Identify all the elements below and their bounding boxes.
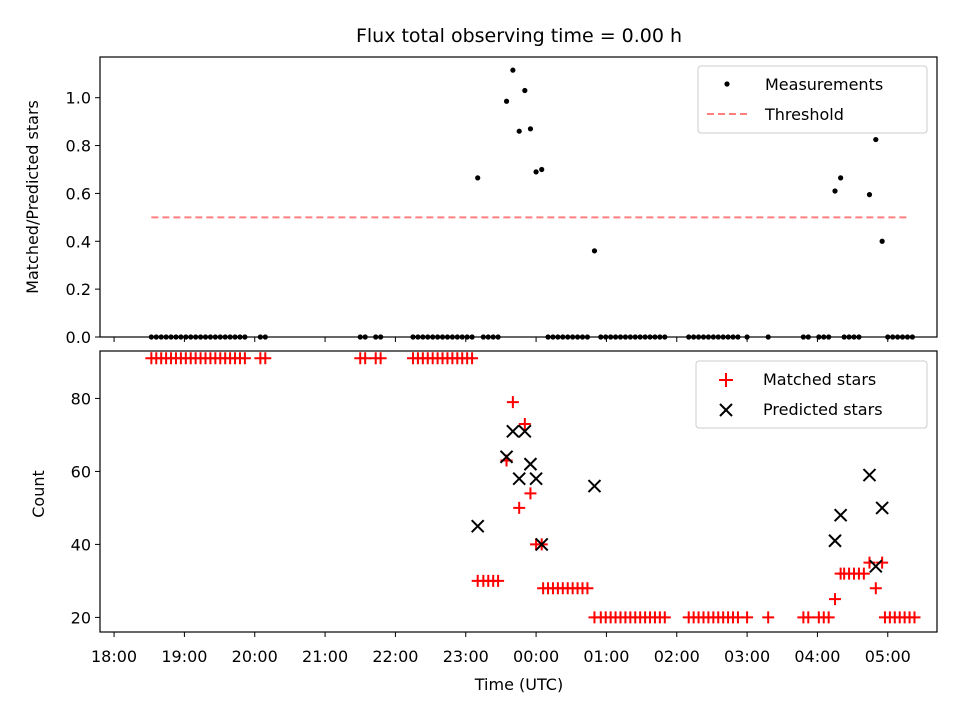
measurement-point: [475, 175, 481, 181]
measurement-point: [838, 175, 844, 181]
matched-star-point: [518, 417, 531, 430]
x-tick-label: 21:00: [302, 647, 348, 666]
measurement-point: [527, 126, 534, 132]
matched-star-point: [762, 611, 775, 624]
matched-star-point: [802, 611, 815, 624]
matched-star-point: [822, 611, 835, 624]
matched-star-point: [374, 352, 387, 365]
bottom-panel: 20 40 60 80 18:00 19:00 20:00 21:00 22:00 23:00 0…: [29, 350, 938, 694]
predicted-star-point: [535, 537, 549, 552]
matched-star-point: [513, 501, 526, 514]
x-tick-label: 03:00: [724, 647, 770, 666]
top-y-tick-label: 1.0: [66, 89, 91, 108]
predicted-star-point: [587, 479, 602, 493]
matched-star-point: [869, 582, 882, 595]
x-tick-label: 19:00: [161, 647, 207, 666]
x-tick-label: 05:00: [865, 647, 911, 666]
predicted-star-point: [512, 472, 526, 486]
measurement-point: [516, 128, 522, 134]
matched-star-point: [741, 611, 754, 624]
bottom-legend-box: [695, 360, 928, 429]
legend-threshold-label: Threshold: [764, 105, 844, 124]
measurement-point: [866, 192, 873, 198]
matched-star-point: [908, 611, 921, 624]
matched-star-point: [492, 574, 505, 587]
measurement-point: [533, 169, 539, 175]
matched-star-point: [581, 582, 594, 595]
predicted-star-point: [470, 519, 485, 533]
predicted-star-point: [523, 457, 538, 471]
bottom-y-ticks: 20 40 60 80: [71, 389, 100, 627]
bottom-y-tick-label: 40: [71, 535, 91, 554]
chart-title: Flux total observing time = 0.00 h: [356, 25, 682, 47]
top-legend-box: [697, 65, 928, 134]
bottom-plot-marks: [145, 352, 921, 624]
predicted-star-point: [506, 424, 520, 438]
matched-star-point: [857, 567, 870, 580]
matched-star-point: [506, 396, 519, 409]
measurement-point: [591, 248, 598, 254]
legend-predicted-marker: [719, 403, 733, 417]
legend-matched-marker: [719, 373, 733, 387]
matched-star-point: [829, 593, 842, 606]
legend-matched-label: Matched stars: [763, 370, 876, 389]
x-tick-label: 18:00: [91, 647, 137, 666]
top-y-tick-label: 0.8: [66, 137, 91, 156]
predicted-star-point: [499, 450, 514, 464]
bottom-x-ticks: 18:00 19:00 20:00 21:00 22:00 23:00 00:00 01:00…: [91, 632, 911, 666]
matched-star-point: [259, 352, 272, 365]
top-y-ticks: 0.0 0.2 0.4 0.6 0.8 1.0: [66, 89, 100, 347]
x-tick-label: 01:00: [583, 647, 629, 666]
bottom-legend: Matched stars Predicted stars: [695, 360, 928, 429]
x-tick-label: 22:00: [372, 647, 418, 666]
measurement-point: [522, 87, 528, 94]
measurement-point: [873, 136, 879, 143]
predicted-star-point: [875, 501, 889, 515]
bottom-y-axis-label: Count: [29, 470, 48, 518]
bottom-y-tick-label: 60: [71, 462, 91, 481]
matched-star-point: [359, 352, 372, 365]
top-y-tick-label: 0.4: [66, 232, 91, 251]
measurement-point: [503, 98, 510, 104]
top-legend: Measurements Threshold: [697, 65, 928, 134]
predicted-star-point: [828, 534, 842, 548]
matched-star-point: [658, 611, 671, 624]
x-tick-label: 23:00: [443, 647, 489, 666]
bottom-axes-frame: [99, 350, 938, 633]
top-plot-marks: [148, 67, 915, 340]
legend-measurements-marker: [724, 81, 730, 87]
x-tick-label: 02:00: [654, 647, 700, 666]
measurement-point: [879, 238, 885, 244]
bottom-y-tick-label: 20: [71, 608, 91, 627]
matched-star-point: [524, 487, 537, 500]
x-tick-label: 00:00: [513, 647, 559, 666]
top-axes-frame: [99, 56, 938, 338]
top-y-tick-label: 0.2: [66, 280, 91, 299]
x-tick-label: 20:00: [232, 647, 278, 666]
legend-measurements-label: Measurements: [765, 75, 883, 94]
measurement-point: [832, 188, 838, 194]
top-y-tick-label: 0.6: [66, 184, 91, 203]
top-y-tick-label: 0.0: [66, 328, 91, 347]
predicted-star-point: [833, 508, 848, 522]
predicted-star-point: [529, 472, 543, 486]
legend-predicted-label: Predicted stars: [763, 400, 883, 419]
top-y-axis-label: Matched/Predicted stars: [23, 100, 42, 294]
predicted-star-point: [869, 559, 883, 574]
matched-star-point: [238, 352, 251, 365]
measurement-point: [510, 67, 516, 73]
predicted-star-point: [862, 468, 877, 482]
x-axis-label: Time (UTC): [474, 675, 563, 694]
matched-star-point: [466, 352, 479, 365]
bottom-y-tick-label: 80: [71, 389, 91, 408]
measurement-point: [539, 166, 545, 173]
x-tick-label: 04:00: [794, 647, 840, 666]
predicted-star-point: [518, 424, 532, 438]
top-panel: 0.0 0.2 0.4 0.6 0.8 1.0 Matched/Predicted sta…: [23, 56, 938, 347]
